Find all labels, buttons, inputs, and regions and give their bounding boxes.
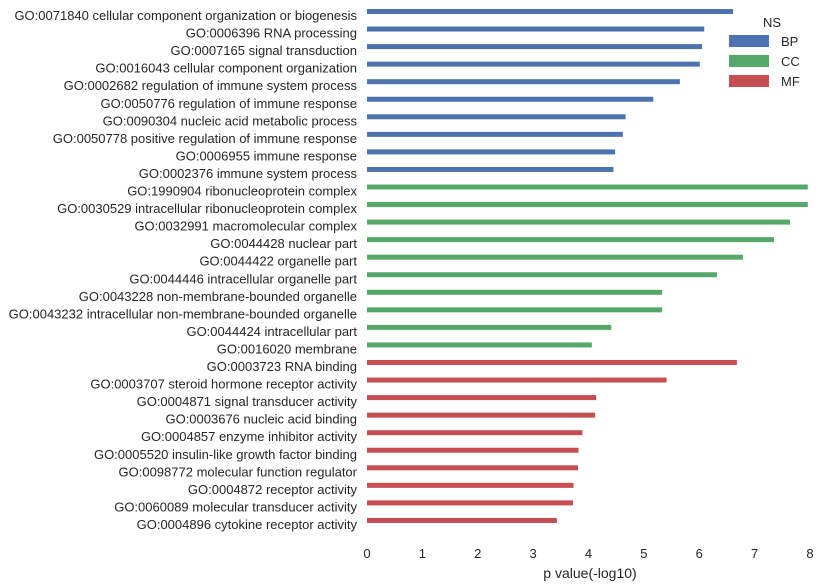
y-tick-label: GO:0004857 enzyme inhibitor activity [141,429,358,444]
y-tick-label: GO:0004871 signal transducer activity [137,394,358,409]
x-tick-label: 0 [363,546,370,561]
y-tick-label: GO:0003676 nucleic acid binding [165,412,357,427]
bar-bp [367,26,705,32]
legend: NS BP CC MF [729,15,800,89]
y-tick-label: GO:0004872 receptor activity [188,482,358,497]
y-tick-label: GO:0043232 intracellular non-membrane-bo… [9,306,357,321]
bar-cc [367,324,612,330]
y-tick-label: GO:0044422 organelle part [199,254,357,269]
bar-cc [367,254,743,260]
legend-swatch-mf [729,75,769,87]
y-tick-label: GO:0016043 cellular component organizati… [95,61,357,76]
bar-mf [367,447,579,453]
legend-swatch-cc [729,55,769,67]
bar-bp [367,44,703,50]
bar-bp [367,96,654,102]
bar-cc [367,307,663,313]
y-tick-label: GO:0043228 non-membrane-bounded organell… [79,289,357,304]
x-tick-label: 5 [640,546,647,561]
y-tick-label: GO:0016020 membrane [217,341,357,356]
y-tick-labels: GO:0071840 cellular component organizati… [9,8,358,532]
y-tick-label: GO:0050778 positive regulation of immune… [53,131,357,146]
x-tick-label: 2 [474,546,481,561]
y-tick-label: GO:0030529 intracellular ribonucleoprote… [57,201,357,216]
y-tick-label: GO:0098772 molecular function regulator [119,464,358,479]
y-tick-label: GO:1990904 ribonucleoprotein complex [127,184,357,199]
x-tick-label: 1 [419,546,426,561]
bar-mf [367,360,737,365]
y-tick-label: GO:0007165 signal transduction [171,43,357,58]
x-tick-label: 7 [751,546,758,561]
y-tick-label: GO:0090304 nucleic acid metabolic proces… [103,113,358,128]
bar-bp [367,114,626,120]
y-tick-label: GO:0071840 cellular component organizati… [14,8,357,23]
y-tick-label: GO:0006955 immune response [176,148,357,163]
bar-cc [367,272,717,278]
bar-mf [367,465,578,471]
x-tick-label: 4 [585,546,592,561]
y-tick-label: GO:0002682 regulation of immune system p… [64,78,358,93]
bar-cc [367,289,663,295]
bar-cc [367,219,791,225]
bar-bp [367,79,680,85]
y-tick-label: GO:0060089 molecular transducer activity [114,499,357,514]
y-tick-label: GO:0044428 nuclear part [210,236,357,251]
y-tick-label: GO:0050776 regulation of immune response [100,96,357,111]
y-tick-label: GO:0006396 RNA processing [186,26,357,41]
y-tick-label: GO:0002376 immune system process [139,166,358,181]
bar-mf [367,430,583,436]
bar-cc [367,202,808,208]
y-tick-label: GO:0044424 intracellular part [186,324,357,339]
bar-bp [367,9,734,14]
bar-bp [367,131,623,137]
y-tick-label: GO:0004896 cytokine receptor activity [137,517,358,532]
legend-label-mf: MF [781,74,800,89]
bar-mf [367,482,574,488]
y-tick-label: GO:0044446 intracellular organelle part [129,271,357,286]
legend-label-bp: BP [781,34,798,49]
bar-cc [367,184,808,190]
y-tick-label: GO:0003723 RNA binding [207,359,357,374]
bar-cc [367,342,592,348]
legend-title: NS [763,15,781,30]
y-tick-label: GO:0003707 steroid hormone receptor acti… [90,377,357,392]
bar-mf [367,395,597,401]
y-tick-label: GO:0032991 macromolecular complex [134,219,357,234]
x-tick-labels: 0 1 2 3 4 5 6 7 8 [363,546,813,561]
bar-mf [367,500,573,506]
y-tick-label: GO:0005520 insulin-like growth factor bi… [94,447,357,462]
x-tick-label: 6 [696,546,703,561]
legend-swatch-bp [729,35,769,47]
legend-label-cc: CC [781,54,800,69]
bar-mf [367,377,667,383]
bars-layer [367,9,808,523]
x-tick-label: 3 [530,546,537,561]
bar-bp [367,149,616,155]
bar-mf [367,412,596,418]
bar-bp [367,166,614,172]
bar-cc [367,237,775,243]
x-tick-label: 8 [806,546,813,561]
x-axis-label: p value(-log10) [543,565,636,581]
bar-mf [367,517,557,523]
bar-bp [367,61,700,67]
